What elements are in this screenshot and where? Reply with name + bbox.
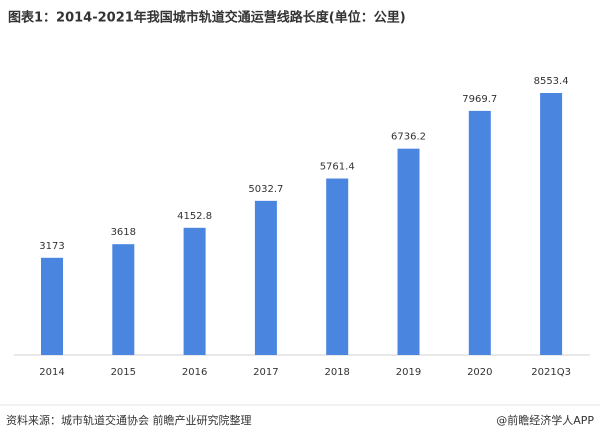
bar [326,178,349,355]
x-tick-label: 2019 [396,367,421,378]
x-tick-label: 2015 [111,367,136,378]
bar [397,148,420,355]
data-label: 6736.2 [391,132,426,143]
data-label: 5761.4 [320,162,355,173]
bar [254,200,277,355]
data-label: 5032.7 [248,184,283,195]
x-tick-label: 2021Q3 [531,367,571,378]
data-label: 3173 [39,241,64,252]
bar [183,227,206,355]
bar [112,244,135,355]
bar [468,110,491,356]
chart-title: 图表1：2014-2021年我国城市轨道交通运营线路长度(单位：公里) [8,10,406,26]
source: 资料来源：城市轨道交通协会 前瞻产业研究院整理 [6,413,252,427]
x-tick-label: 2016 [182,367,207,378]
x-tick-label: 2018 [324,367,349,378]
x-tick-label: 2017 [253,367,278,378]
bar [540,93,563,355]
data-label: 3618 [111,227,136,238]
data-label: 7969.7 [462,94,497,105]
x-tick-label: 2014 [39,367,64,378]
credit: @前瞻经济学人APP [496,413,594,427]
data-label: 8553.4 [534,76,569,87]
data-label: 4152.8 [177,211,212,222]
bar [41,257,63,355]
x-tick-label: 2020 [467,367,492,378]
